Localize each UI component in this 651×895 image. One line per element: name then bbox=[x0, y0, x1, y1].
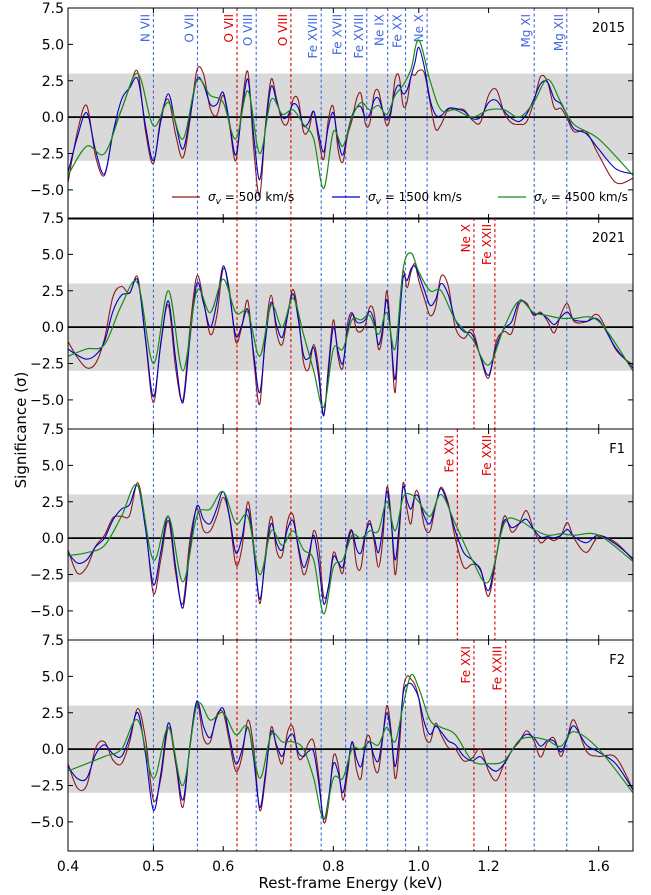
legend-label: σv = 500 km/s bbox=[208, 190, 294, 207]
ion-label: O VIII bbox=[276, 14, 290, 46]
series-line-2 bbox=[68, 682, 633, 820]
x-tick-label: 0.8 bbox=[322, 859, 344, 875]
x-axis-label: Rest-frame Energy (keV) bbox=[259, 874, 443, 892]
y-tick-label: 7.5 bbox=[42, 1, 64, 17]
panel-label: F2 bbox=[609, 653, 625, 668]
ion-label: Fe XX bbox=[391, 14, 405, 48]
x-tick-label: 0.4 bbox=[57, 859, 79, 875]
legend-label: σv = 4500 km/s bbox=[534, 190, 628, 207]
y-tick-label: −2.5 bbox=[30, 147, 64, 163]
y-tick-label: −2.5 bbox=[30, 779, 64, 795]
ion-label: Fe XXII bbox=[480, 224, 494, 265]
y-tick-label: 7.5 bbox=[42, 633, 64, 649]
panel-label: 2021 bbox=[592, 231, 625, 246]
ion-label: Mg XI bbox=[519, 14, 533, 48]
y-tick-label: 5.0 bbox=[42, 458, 64, 474]
series-line-1 bbox=[68, 675, 633, 824]
ion-label: Ne X bbox=[412, 14, 426, 42]
ion-label: Fe XXIII bbox=[491, 646, 505, 691]
ion-label: Ne X bbox=[459, 224, 473, 252]
y-tick-label: −2.5 bbox=[30, 568, 64, 584]
y-tick-label: −2.5 bbox=[30, 357, 64, 373]
panel-frame bbox=[67, 639, 634, 852]
series-line-1 bbox=[68, 66, 633, 197]
ion-label: Fe XVIII bbox=[306, 14, 320, 59]
panel-2015: N VII O VII O VII O VIII O VIII Fe XVIII Fe XV… bbox=[30, 1, 634, 220]
y-tick-label: −5.0 bbox=[30, 604, 64, 620]
y-tick-label: 5.0 bbox=[42, 669, 64, 685]
y-tick-label: 2.5 bbox=[42, 495, 64, 511]
series-line-1 bbox=[68, 481, 633, 605]
ion-label: O VIII bbox=[241, 14, 255, 46]
series-line-3 bbox=[68, 483, 633, 615]
legend-label: σv = 1500 km/s bbox=[368, 190, 462, 207]
y-tick-label: 7.5 bbox=[42, 422, 64, 438]
y-tick-label: −5.0 bbox=[30, 183, 64, 199]
series-line-3 bbox=[68, 39, 633, 190]
y-tick-label: 0.0 bbox=[42, 742, 64, 758]
y-tick-label: 0.0 bbox=[42, 110, 64, 126]
series-line-3 bbox=[68, 252, 633, 408]
ion-label: Fe XVIII bbox=[352, 14, 366, 59]
y-tick-label: −5.0 bbox=[30, 393, 64, 409]
x-tick-label: 0.6 bbox=[212, 859, 234, 875]
ion-label: Ne IX bbox=[373, 14, 387, 46]
y-tick-label: 5.0 bbox=[42, 247, 64, 263]
y-tick-label: 5.0 bbox=[42, 37, 64, 53]
series-line-2 bbox=[68, 484, 633, 609]
ion-label: Fe XXII bbox=[480, 435, 494, 476]
y-tick-label: 0.0 bbox=[42, 531, 64, 547]
y-tick-label: 7.5 bbox=[42, 211, 64, 227]
panel-2021: Ne X Fe XXII −5.0 −2.5 0.0 2.5 5.0 7.5 2021 bbox=[30, 211, 634, 430]
y-tick-label: 2.5 bbox=[42, 706, 64, 722]
y-axis-label: Significance (σ) bbox=[12, 372, 30, 489]
ion-label: Mg XII bbox=[552, 14, 566, 51]
x-tick-label: 0.5 bbox=[142, 859, 164, 875]
ion-label: N VII bbox=[138, 14, 152, 42]
ion-label: Fe XVII bbox=[331, 14, 345, 55]
y-tick-label: 2.5 bbox=[42, 284, 64, 300]
panel-f2: Fe XXI Fe XXIII −5.0 −2.5 0.0 2.5 5.0 7.5 0.4 0.5… bbox=[30, 633, 634, 875]
series-line-3 bbox=[68, 673, 633, 820]
panel-label: 2015 bbox=[592, 21, 625, 36]
ion-label: Fe XXI bbox=[442, 435, 456, 472]
ion-label: O VII bbox=[222, 14, 236, 43]
x-tick-label: 1.6 bbox=[588, 859, 610, 875]
legend: σv = 500 km/s σv = 1500 km/s σv = 4500 km/… bbox=[172, 190, 628, 207]
panel-label: F1 bbox=[609, 442, 625, 457]
y-tick-label: −5.0 bbox=[30, 815, 64, 831]
ion-label: O VII bbox=[182, 14, 196, 43]
y-tick-label: 0.0 bbox=[42, 320, 64, 336]
x-tick-label: 1.0 bbox=[408, 859, 430, 875]
ion-label: Fe XXI bbox=[459, 646, 473, 683]
x-tick-label: 1.2 bbox=[477, 859, 499, 875]
panel-f1: Fe XXI Fe XXII −5.0 −2.5 0.0 2.5 5.0 7.5 F1 bbox=[30, 422, 634, 641]
y-tick-label: 2.5 bbox=[42, 74, 64, 90]
panel-frame bbox=[67, 7, 634, 220]
